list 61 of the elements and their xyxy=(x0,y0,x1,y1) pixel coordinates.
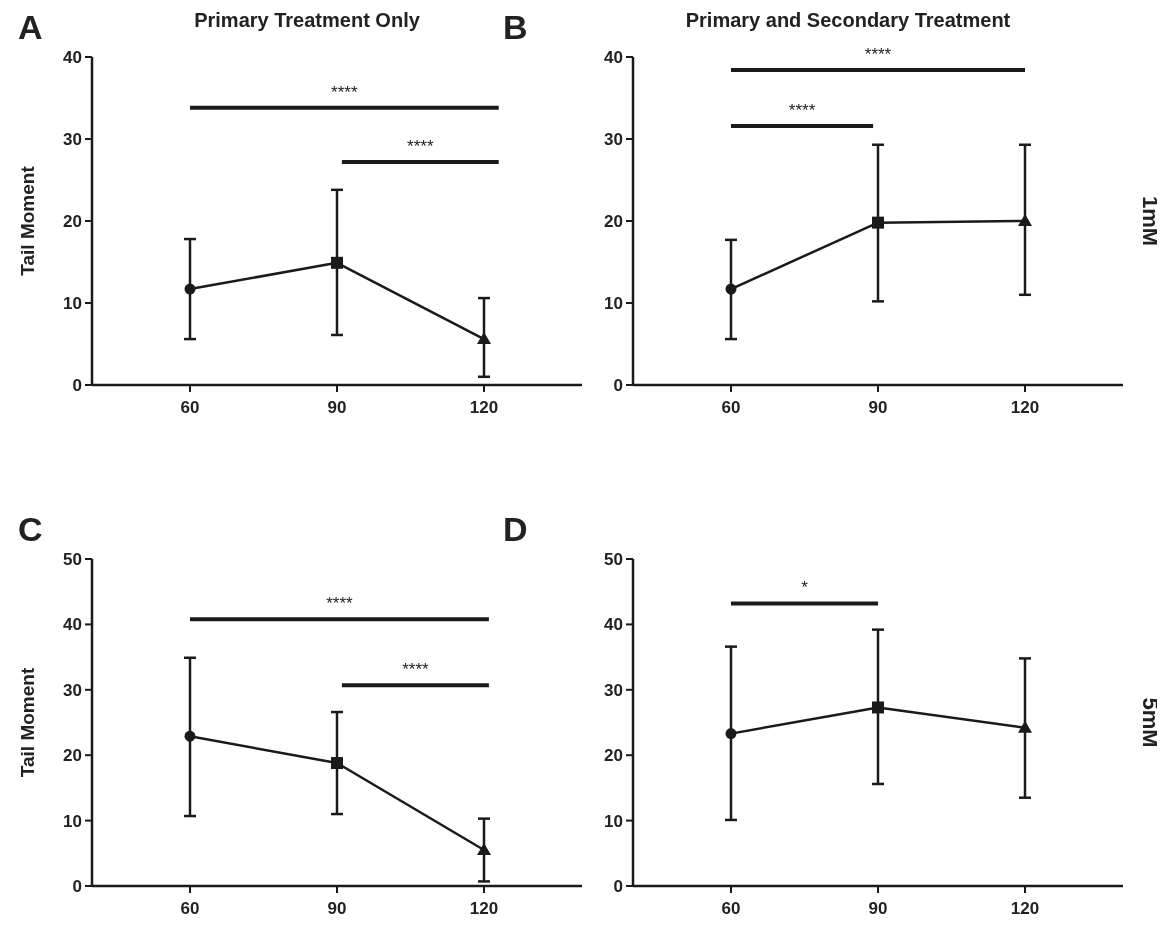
point xyxy=(331,256,343,269)
y-tick-label: 30 xyxy=(63,129,82,149)
y-axis-title: Tail Moment xyxy=(17,667,38,778)
annotation: **** xyxy=(788,100,816,120)
y-tick-label: 40 xyxy=(604,47,623,67)
annotation: **** xyxy=(864,45,892,65)
y-tick-label: 0 xyxy=(72,375,82,395)
y-tick-label: 10 xyxy=(63,811,82,831)
y-tick-label: 0 xyxy=(613,876,623,896)
point xyxy=(331,757,343,770)
point xyxy=(725,728,737,740)
text: A xyxy=(18,8,43,46)
y-tick-label: 20 xyxy=(604,211,623,231)
x-tick-label: 90 xyxy=(868,398,888,417)
y-tick-label: 30 xyxy=(604,680,623,700)
x-tick-label: 90 xyxy=(327,899,347,918)
annotation: **** xyxy=(326,594,354,614)
chart-title: Primary Treatment Only xyxy=(194,9,421,31)
x-tick-label: 120 xyxy=(1010,899,1040,918)
x-tick-label: 90 xyxy=(327,398,347,417)
y-tick-label: 30 xyxy=(63,680,82,700)
y-tick-label: 10 xyxy=(604,293,623,313)
x-tick-label: 120 xyxy=(1010,398,1040,417)
x-tick-label: 120 xyxy=(469,899,499,918)
point xyxy=(725,283,737,295)
y-tick-label: 20 xyxy=(604,746,623,766)
y-tick-label: 50 xyxy=(63,549,82,569)
annotation: **** xyxy=(402,660,430,680)
x-tick-label: 90 xyxy=(868,899,888,918)
y-tick-label: 40 xyxy=(63,615,82,635)
text: D xyxy=(503,510,528,548)
annotation: **** xyxy=(331,82,358,102)
y-tick-label: 50 xyxy=(604,549,623,569)
x-tick-label: 60 xyxy=(180,899,200,918)
point xyxy=(1018,720,1032,733)
y-tick-label: 0 xyxy=(72,876,82,896)
y-tick-label: 10 xyxy=(63,293,82,313)
y-tick-label: 0 xyxy=(613,375,623,395)
point xyxy=(1018,214,1032,226)
annotation: * xyxy=(801,578,809,598)
chart-title: Primary and Secondary Treatment xyxy=(685,9,1011,31)
y-tick-label: 40 xyxy=(63,47,82,67)
y-tick-label: 20 xyxy=(63,746,82,766)
y-tick-label: 20 xyxy=(63,211,82,231)
point xyxy=(872,701,884,714)
point xyxy=(872,216,884,229)
point xyxy=(184,283,196,295)
text: B xyxy=(503,8,528,46)
x-tick-label: 60 xyxy=(721,899,741,918)
point xyxy=(184,730,196,742)
y-axis-title: Tail Moment xyxy=(17,165,38,276)
point xyxy=(477,332,491,345)
y-tick-label: 40 xyxy=(604,615,623,635)
y-tick-label: 10 xyxy=(604,811,623,831)
x-tick-label: 60 xyxy=(180,398,200,417)
point xyxy=(477,843,491,856)
y-tick-label: 30 xyxy=(604,129,623,149)
text: C xyxy=(18,510,43,548)
x-tick-label: 60 xyxy=(721,398,741,417)
annotation: **** xyxy=(407,136,434,156)
x-tick-label: 120 xyxy=(469,398,499,417)
